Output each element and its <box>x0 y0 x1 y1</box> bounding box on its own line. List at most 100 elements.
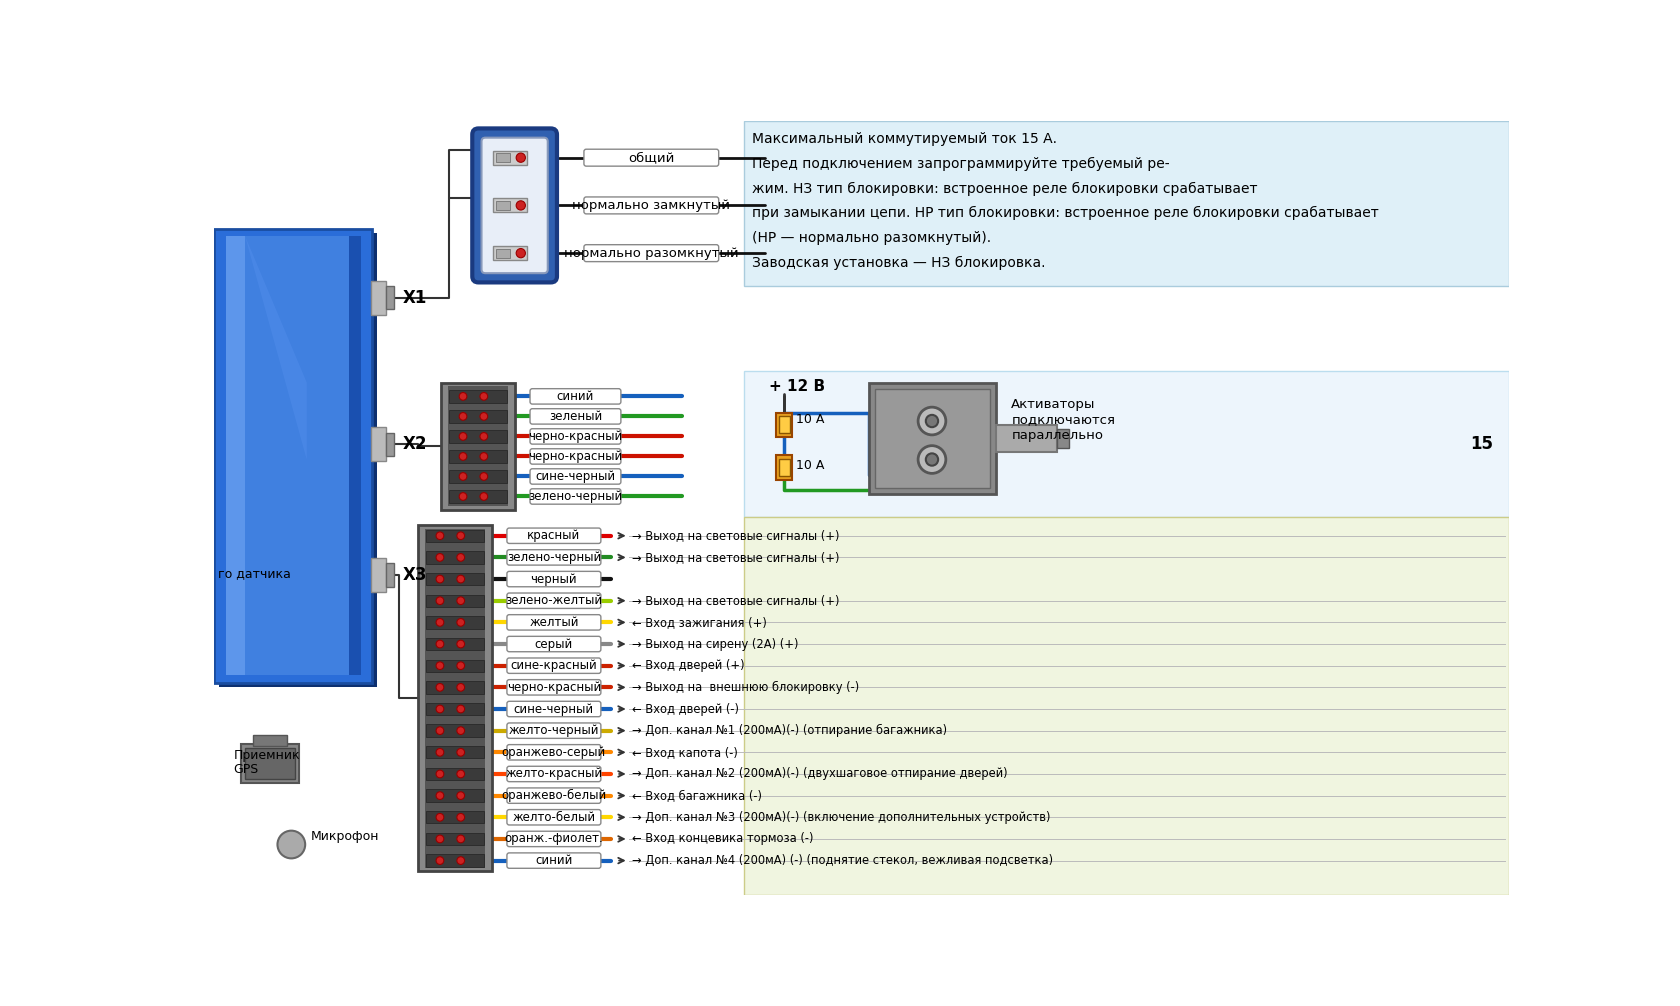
Bar <box>418 525 491 871</box>
Text: X1: X1 <box>403 289 427 307</box>
Text: параллельно: параллельно <box>1011 429 1102 442</box>
Text: GPS: GPS <box>234 764 259 777</box>
Bar <box>449 390 507 402</box>
FancyBboxPatch shape <box>507 788 600 804</box>
Bar <box>225 236 361 675</box>
Bar <box>425 551 484 563</box>
Text: желто-черный: желто-черный <box>509 724 598 737</box>
Bar <box>425 681 484 693</box>
Bar <box>245 748 296 779</box>
Bar <box>875 388 990 488</box>
Circle shape <box>435 597 444 605</box>
Text: ← Вход капота (-): ← Вход капота (-) <box>632 745 738 759</box>
Circle shape <box>457 835 464 843</box>
Bar <box>425 724 484 736</box>
FancyBboxPatch shape <box>507 810 600 825</box>
FancyBboxPatch shape <box>583 149 719 166</box>
Circle shape <box>926 414 937 428</box>
Bar <box>425 529 484 542</box>
Bar <box>386 433 393 456</box>
Text: ← Вход багажника (-): ← Вход багажника (-) <box>632 789 761 802</box>
Text: желтый: желтый <box>529 616 578 629</box>
Bar <box>425 595 484 607</box>
Text: желто-красный: желто-красный <box>506 768 601 781</box>
Circle shape <box>457 814 464 821</box>
Text: Активаторы: Активаторы <box>1011 398 1095 410</box>
Circle shape <box>457 726 464 734</box>
Text: 15: 15 <box>1470 436 1492 453</box>
Circle shape <box>917 446 946 474</box>
Text: (НР — нормально разомкнутый).: (НР — нормально разомкнутый). <box>751 230 990 244</box>
Text: → Выход на  внешнюю блокировку (-): → Выход на внешнюю блокировку (-) <box>632 681 858 694</box>
FancyBboxPatch shape <box>529 489 620 504</box>
Bar <box>225 236 245 675</box>
Text: жим. НЗ тип блокировки: встроенное реле блокировки срабатывает: жим. НЗ тип блокировки: встроенное реле … <box>751 181 1257 195</box>
Bar <box>252 735 287 746</box>
Bar <box>425 833 484 845</box>
Circle shape <box>457 792 464 800</box>
Circle shape <box>459 412 467 421</box>
FancyBboxPatch shape <box>583 244 719 262</box>
Bar <box>386 563 393 586</box>
Text: X2: X2 <box>403 436 427 453</box>
Bar <box>349 236 361 675</box>
Text: зелено-черный: зелено-черный <box>506 551 601 564</box>
FancyBboxPatch shape <box>507 853 600 868</box>
Text: → Доп. канал №3 (200мА)(-) (включение дополнительных устройств): → Доп. канал №3 (200мА)(-) (включение до… <box>632 811 1050 824</box>
FancyBboxPatch shape <box>507 767 600 782</box>
Bar <box>425 572 484 585</box>
Text: ← Вход дверей (-): ← Вход дверей (-) <box>632 702 738 715</box>
Text: подключаются: подключаются <box>1011 413 1114 427</box>
Bar <box>744 121 1509 287</box>
Circle shape <box>435 726 444 734</box>
Bar <box>449 431 507 443</box>
Text: → Выход на световые сигналы (+): → Выход на световые сигналы (+) <box>632 595 838 608</box>
Bar <box>386 287 393 310</box>
FancyBboxPatch shape <box>507 744 600 760</box>
Circle shape <box>516 153 526 162</box>
Bar <box>492 151 526 165</box>
Circle shape <box>459 392 467 400</box>
Text: оранж.-фиолет.: оранж.-фиолет. <box>504 832 603 845</box>
Bar <box>492 246 526 261</box>
Text: 10 А: 10 А <box>795 459 823 472</box>
Circle shape <box>435 857 444 864</box>
FancyBboxPatch shape <box>507 701 600 716</box>
Text: Микрофон: Микрофон <box>311 830 380 843</box>
Text: → Выход на сирену (2А) (+): → Выход на сирену (2А) (+) <box>632 638 798 651</box>
Bar <box>425 854 484 867</box>
Text: Максимальный коммутируемый ток 15 А.: Максимальный коммутируемый ток 15 А. <box>751 132 1057 146</box>
Bar <box>776 455 791 480</box>
Bar <box>496 153 509 162</box>
FancyBboxPatch shape <box>507 528 600 543</box>
FancyBboxPatch shape <box>507 615 600 630</box>
Circle shape <box>457 532 464 539</box>
Text: Перед подключением запрограммируйте требуемый ре-: Перед подключением запрограммируйте треб… <box>751 157 1169 171</box>
Text: → Доп. канал №1 (200мА)(-) (отпирание багажника): → Доп. канал №1 (200мА)(-) (отпирание ба… <box>632 724 946 737</box>
Bar <box>869 382 995 494</box>
Circle shape <box>457 575 464 582</box>
Text: сине-черный: сине-черный <box>534 470 615 483</box>
Circle shape <box>459 473 467 480</box>
Text: → Выход на световые сигналы (+): → Выход на световые сигналы (+) <box>632 529 838 542</box>
Text: серый: серый <box>534 638 573 651</box>
Text: го датчика: го датчика <box>218 567 291 580</box>
Circle shape <box>457 857 464 864</box>
FancyBboxPatch shape <box>507 571 600 586</box>
Text: ← Вход дверей (+): ← Вход дверей (+) <box>632 659 744 672</box>
Circle shape <box>435 553 444 561</box>
Text: → Доп. канал №4 (200мА) (-) (поднятие стекол, вежливая подсветка): → Доп. канал №4 (200мА) (-) (поднятие ст… <box>632 854 1052 867</box>
Bar <box>213 228 371 683</box>
FancyBboxPatch shape <box>507 549 600 565</box>
Bar <box>744 517 1509 895</box>
Circle shape <box>435 683 444 691</box>
Circle shape <box>435 662 444 670</box>
Circle shape <box>435 619 444 626</box>
Bar <box>425 703 484 715</box>
Bar <box>447 386 507 506</box>
Text: ← Вход концевика тормоза (-): ← Вход концевика тормоза (-) <box>632 832 813 845</box>
Circle shape <box>435 792 444 800</box>
Circle shape <box>457 619 464 626</box>
Text: черно-красный: черно-красный <box>528 430 622 443</box>
Text: нормально разомкнутый: нормально разомкнутый <box>564 246 738 260</box>
